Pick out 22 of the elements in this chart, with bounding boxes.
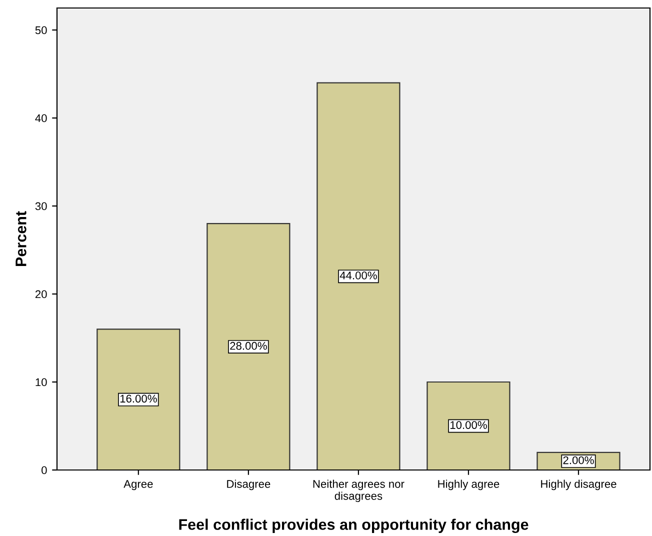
x-tick-label: Agree: [124, 480, 153, 490]
data-label: 10.00%: [450, 421, 487, 429]
x-tick-label: Highly agree: [438, 480, 500, 490]
y-tick-label: 30: [35, 202, 47, 210]
y-tick-label: 20: [35, 290, 47, 298]
y-tick-label: 0: [42, 466, 47, 474]
data-label: 44.00%: [340, 272, 377, 280]
x-tick-label: Highly disagree: [541, 480, 616, 490]
x-tick-label: Neither agrees nor disagrees: [313, 480, 404, 502]
x-tick-label: Disagree: [227, 480, 270, 490]
data-label: 28.00%: [230, 342, 267, 350]
bar: [426, 381, 510, 470]
y-tick-label: 10: [36, 378, 47, 386]
y-axis-title: Percent: [16, 211, 26, 266]
x-axis-title: Feel conflict provides an opportunity for change: [179, 518, 528, 534]
data-label: 16.00%: [120, 394, 157, 403]
data-label: 2.00%: [563, 456, 594, 464]
bar: [206, 223, 290, 470]
bar: [96, 328, 180, 470]
bar: [316, 82, 400, 470]
y-tick-label: 50: [35, 26, 47, 34]
y-tick-label: 40: [35, 114, 47, 122]
